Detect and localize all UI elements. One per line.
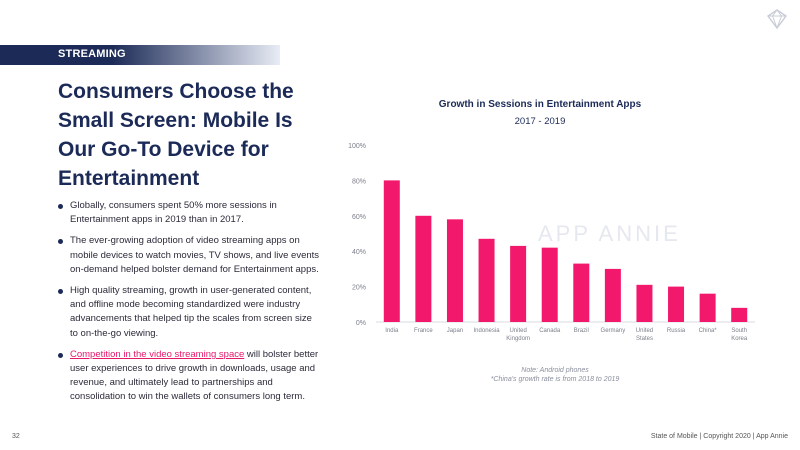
- x-tick-label: United States: [636, 328, 653, 342]
- competition-link[interactable]: Competition in the video streaming space: [70, 348, 245, 360]
- bullet-item: The ever-growing adoption of video strea…: [58, 234, 320, 277]
- bullet-list: Globally, consumers spent 50% more sessi…: [58, 199, 320, 412]
- bar-brazil: [573, 263, 590, 322]
- x-tick-label: Canada: [539, 328, 561, 334]
- section-banner: STREAMING: [0, 45, 280, 65]
- chart-note: Note: Android phones: [521, 367, 589, 374]
- chart-subtitle: 2017 - 2019: [515, 116, 566, 127]
- bar-united-states: [636, 284, 653, 322]
- y-tick-label: 40%: [352, 249, 366, 256]
- footer-copyright: State of Mobile | Copyright 2020 | App A…: [650, 433, 788, 440]
- chart-container: Growth in Sessions in Entertainment Apps…: [330, 95, 770, 395]
- y-tick-label: 20%: [352, 285, 366, 292]
- bar-china: [699, 293, 716, 322]
- x-tick-label: Indonesia: [474, 328, 501, 334]
- app-annie-logo-icon: [766, 9, 788, 30]
- x-tick-label: Brazil: [574, 328, 589, 334]
- bullet-item: Competition in the video streaming space…: [58, 348, 320, 405]
- bullet-text: The ever-growing adoption of video strea…: [70, 235, 320, 275]
- y-axis: 0% 20% 40% 60% 80% 100%: [348, 143, 755, 327]
- section-label: STREAMING: [58, 48, 126, 60]
- bar-indonesia: [478, 238, 495, 322]
- bullet-text: Globally, consumers spent 50% more sessi…: [70, 200, 277, 226]
- y-tick-label: 60%: [352, 214, 366, 221]
- chart-watermark: APP ANNIE: [538, 221, 681, 246]
- bar-united-kingdom: [510, 245, 527, 322]
- bar-canada: [541, 247, 558, 322]
- y-tick-label: 80%: [352, 178, 366, 185]
- bars: [383, 180, 748, 322]
- chart-title: Growth in Sessions in Entertainment Apps: [439, 99, 642, 110]
- bullet-item: High quality streaming, growth in user-g…: [58, 284, 320, 341]
- page-number: 32: [12, 433, 20, 440]
- bar-india: [383, 180, 400, 322]
- x-axis: India France Japan Indonesia United Kingdom Ca…: [385, 328, 748, 342]
- x-tick-label: France: [414, 328, 433, 334]
- y-tick-label: 0%: [356, 320, 366, 327]
- x-tick-label: South Korea: [731, 328, 748, 342]
- bar-south-korea: [731, 307, 748, 322]
- bullet-text: High quality streaming, growth in user-g…: [70, 285, 312, 339]
- bullet-item: Globally, consumers spent 50% more sessi…: [58, 199, 320, 227]
- x-tick-label: China*: [699, 328, 718, 334]
- x-tick-label: India: [385, 328, 399, 334]
- x-tick-label: Russia: [667, 328, 686, 334]
- y-tick-label: 100%: [348, 143, 366, 150]
- bar-chart: Growth in Sessions in Entertainment Apps…: [348, 99, 755, 383]
- chart-note-china: *China's growth rate is from 2018 to 201…: [491, 376, 620, 383]
- x-tick-label: United Kingdom: [506, 328, 530, 342]
- page-title: Consumers Choose the Small Screen: Mobil…: [58, 80, 294, 190]
- bar-japan: [446, 219, 463, 322]
- bar-russia: [668, 286, 685, 322]
- bar-germany: [604, 268, 621, 322]
- bar-france: [415, 215, 432, 322]
- x-tick-label: Japan: [447, 328, 463, 334]
- bullet-text: will bolster better user experiences to …: [70, 348, 319, 403]
- x-tick-label: Germany: [601, 328, 626, 334]
